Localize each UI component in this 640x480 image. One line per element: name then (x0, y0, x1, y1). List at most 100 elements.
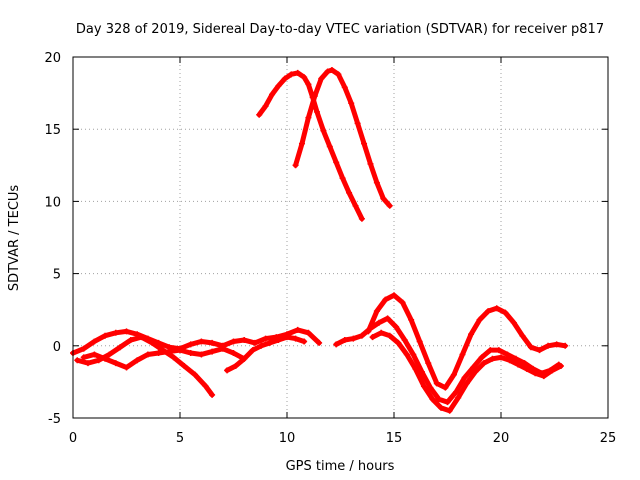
data-point (339, 175, 346, 182)
data-point (258, 342, 265, 349)
data-point (401, 337, 408, 344)
data-point (435, 396, 442, 403)
data-point (328, 66, 335, 73)
data-point (316, 339, 323, 346)
data-point (536, 347, 543, 354)
data-point (506, 357, 513, 364)
data-point (294, 326, 301, 333)
data-point (358, 332, 365, 339)
y-tick-label: -5 (48, 412, 61, 427)
data-point (269, 91, 276, 98)
series-trace (293, 67, 393, 209)
series-arc-1 (256, 69, 365, 222)
data-point (117, 344, 124, 351)
data-point (209, 391, 216, 398)
x-tick-label: 5 (176, 431, 184, 446)
data-point (348, 100, 355, 107)
data-point (288, 71, 295, 78)
data-point (305, 329, 312, 336)
data-point (553, 341, 560, 348)
series-arc-9 (369, 329, 564, 414)
data-point (510, 319, 517, 326)
y-axis-label: SDTVAR / TECUs (7, 185, 22, 292)
data-point (453, 389, 460, 396)
x-tick-label: 10 (279, 431, 296, 446)
data-point (256, 111, 263, 118)
data-point (292, 162, 299, 169)
data-point (562, 342, 569, 349)
x-tick-label: 15 (386, 431, 403, 446)
data-point (468, 331, 475, 338)
data-point (177, 347, 183, 354)
series-trace (81, 346, 247, 370)
data-point (262, 335, 269, 342)
data-point (540, 373, 547, 380)
x-axis-label: GPS time / hours (286, 459, 395, 474)
data-point (346, 189, 353, 196)
data-point (318, 75, 325, 82)
data-point (102, 355, 109, 362)
data-point (498, 354, 504, 361)
plot-frame (72, 56, 609, 419)
data-point (311, 92, 318, 99)
data-point (459, 351, 466, 358)
data-point (298, 140, 305, 147)
data-point (305, 81, 312, 88)
data-point (433, 380, 440, 387)
data-point (198, 338, 205, 345)
data-point (557, 363, 564, 370)
data-point (209, 348, 216, 355)
data-point (305, 114, 312, 121)
data-point (487, 347, 494, 354)
data-point (418, 368, 425, 375)
data-point (446, 407, 453, 414)
data-point (187, 350, 194, 357)
data-point (187, 341, 194, 348)
data-point (333, 159, 340, 166)
data-point (369, 334, 376, 341)
data-point (341, 337, 348, 344)
data-point (455, 394, 462, 401)
data-point (341, 84, 348, 91)
data-point (241, 337, 248, 344)
data-point (350, 335, 357, 342)
data-point (399, 299, 406, 306)
data-point (444, 399, 451, 406)
data-point (170, 354, 177, 361)
series-arc-5 (80, 345, 248, 371)
axis-ticks: 0 5 10 15 20 25 -5 0 5 10 15 20 (44, 51, 616, 446)
data-point (230, 350, 237, 357)
data-point (112, 329, 119, 336)
data-point (262, 103, 269, 110)
data-point (84, 360, 91, 367)
data-point (549, 367, 556, 374)
data-point (461, 374, 468, 381)
y-tick-label: 10 (44, 195, 61, 210)
data-point (515, 361, 522, 368)
data-point (478, 354, 485, 361)
data-point (333, 341, 340, 348)
data-point (429, 396, 436, 403)
data-point (378, 329, 385, 336)
data-point (476, 316, 483, 323)
data-point (412, 365, 419, 372)
data-point (320, 127, 327, 134)
data-point (191, 371, 198, 378)
y-tick-label: 20 (44, 51, 61, 66)
data-point (219, 345, 226, 352)
y-tick-label: 0 (53, 340, 61, 355)
data-points (70, 66, 569, 414)
data-point (281, 75, 288, 82)
data-point (301, 338, 308, 345)
data-point (123, 364, 130, 371)
data-point (202, 383, 209, 390)
series-trace (256, 70, 365, 222)
data-point (545, 342, 552, 349)
series-arc-2 (292, 66, 393, 209)
data-point (495, 347, 502, 354)
data-point (504, 351, 511, 358)
data-point (376, 319, 383, 326)
data-point (358, 215, 365, 222)
data-point (450, 371, 457, 378)
